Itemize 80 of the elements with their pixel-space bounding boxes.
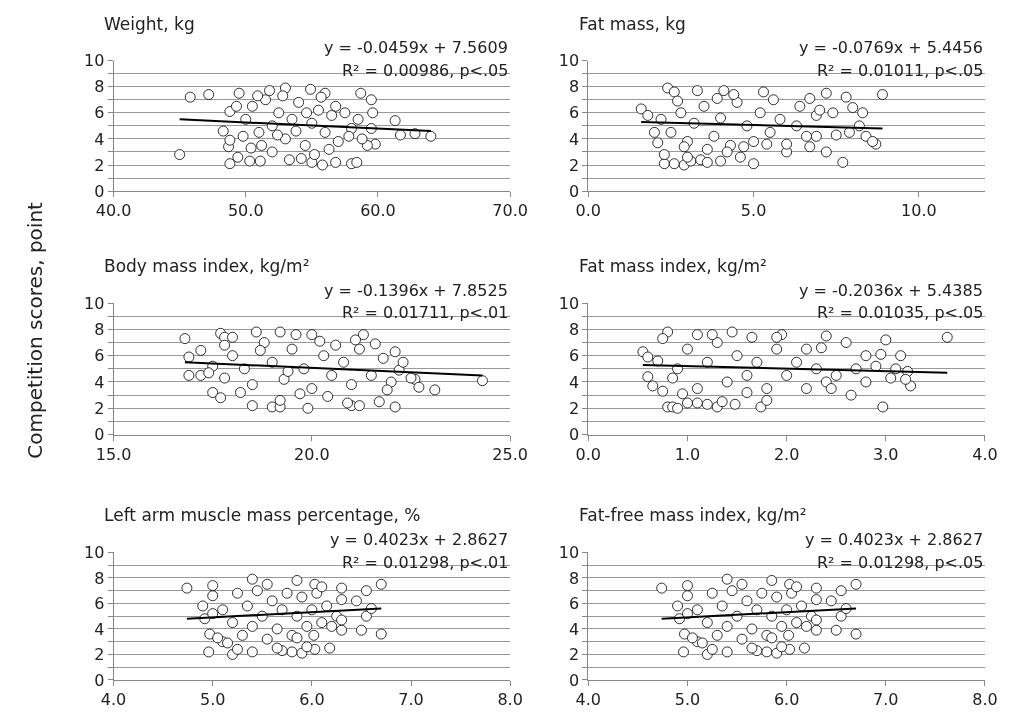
x-tick-label: 7.0: [398, 690, 424, 710]
y-tick-label: 6: [568, 103, 580, 123]
annotation: R² = 0.01011, p<.05: [817, 61, 984, 80]
y-tick-label: 8: [568, 77, 580, 97]
x-tick-label: 8.0: [972, 690, 998, 710]
y-tick-label: 2: [94, 398, 105, 418]
x-tick-label: 4.0: [972, 444, 998, 464]
y-tick-label: 4: [568, 129, 580, 149]
y-tick-label: 4: [568, 372, 580, 392]
y-tick-label: 4: [568, 619, 580, 639]
y-tick-label: 0: [568, 670, 580, 690]
x-tick-label: 5.0: [199, 690, 226, 710]
y-tick-label: 10: [83, 293, 105, 313]
y-tick-label: 2: [568, 398, 580, 418]
y-tick-label: 8: [94, 77, 105, 97]
x-tick-label: 4.0: [575, 690, 602, 710]
x-tick-label: 4.0: [100, 690, 127, 710]
y-tick-label: 0: [568, 181, 580, 201]
y-tick-label: 10: [83, 543, 105, 562]
text: y = 0.4023x + 2.8627: [330, 530, 509, 549]
y-tick-label: 0: [568, 425, 580, 445]
annotation: R² = 0.01711, p<.01: [342, 303, 509, 322]
y-axis-title: Competition scores, point: [23, 201, 48, 459]
y-tick-label: 8: [94, 568, 105, 588]
text: y = 0.4023x + 2.8627: [805, 530, 984, 549]
y-tick-label: 8: [568, 319, 580, 339]
x-tick-label: 60.0: [360, 201, 396, 221]
x-tick-label: 0.0: [575, 444, 602, 464]
y-tick-label: 4: [94, 372, 105, 392]
y-tick-label: 0: [94, 181, 105, 201]
chart-title: Fat-free mass index, kg/m²: [579, 505, 807, 525]
y-tick-label: 8: [568, 568, 580, 588]
chart-title: Body mass index, kg/m²: [104, 256, 310, 276]
y-tick-label: 6: [568, 594, 580, 614]
x-tick-label: 25.0: [492, 444, 528, 464]
y-tick-label: 4: [94, 129, 105, 149]
y-tick-label: 2: [568, 645, 580, 665]
x-tick-label: 8.0: [497, 690, 523, 710]
x-tick-label: 15.0: [95, 444, 132, 464]
annotation: R² = 0.01298, p<.05: [817, 553, 984, 572]
y-tick-label: 6: [94, 346, 105, 366]
annotation: R² = 0.01035, p<.05: [817, 303, 984, 322]
y-tick-label: 6: [94, 594, 105, 614]
chart-title: Weight, kg: [104, 14, 195, 34]
y-tick-label: 6: [94, 103, 105, 123]
y-tick-label: 0: [94, 670, 105, 690]
x-tick-label: 50.0: [227, 201, 264, 221]
x-tick-label: 70.0: [492, 201, 528, 221]
x-tick-label: 0.0: [575, 201, 602, 221]
y-tick-label: 4: [94, 619, 105, 639]
x-tick-label: 40.0: [95, 201, 132, 221]
chart-title: Left arm muscle mass percentage, %: [104, 505, 421, 525]
y-tick-label: 10: [558, 543, 580, 562]
text: y = -0.2036x + 5.4385: [799, 281, 983, 300]
x-tick-label: 5.0: [674, 690, 701, 710]
x-tick-label: 20.0: [294, 444, 330, 464]
y-tick-label: 2: [94, 155, 105, 175]
y-tick-label: 2: [94, 645, 105, 665]
text: y = -0.1396x + 7.8525: [324, 281, 508, 300]
text: y = -0.0769x + 5.4456: [799, 38, 983, 57]
chart-title: Fat mass, kg: [579, 14, 686, 34]
y-tick-label: 8: [94, 319, 105, 339]
annotation: R² = 0.01298, p<.01: [342, 553, 509, 572]
x-tick-label: 6.0: [299, 690, 325, 710]
y-tick-label: 10: [558, 293, 580, 313]
y-tick-label: 0: [94, 425, 105, 445]
x-tick-label: 10.0: [901, 201, 937, 221]
x-tick-label: 5.0: [740, 201, 767, 221]
text: y = -0.0459x + 7.5609: [324, 38, 508, 57]
y-tick-label: 10: [83, 51, 105, 71]
annotation: R² = 0.00986, p<.05: [342, 61, 509, 80]
x-tick-label: 1.0: [674, 444, 701, 464]
y-tick-label: 6: [568, 346, 580, 366]
x-tick-label: 6.0: [773, 690, 800, 710]
x-tick-label: 7.0: [873, 690, 899, 710]
y-tick-label: 2: [568, 155, 580, 175]
y-tick-label: 10: [558, 51, 580, 71]
x-tick-label: 2.0: [773, 444, 800, 464]
x-tick-label: 3.0: [873, 444, 899, 464]
chart-title: Fat mass index, kg/m²: [579, 256, 767, 276]
